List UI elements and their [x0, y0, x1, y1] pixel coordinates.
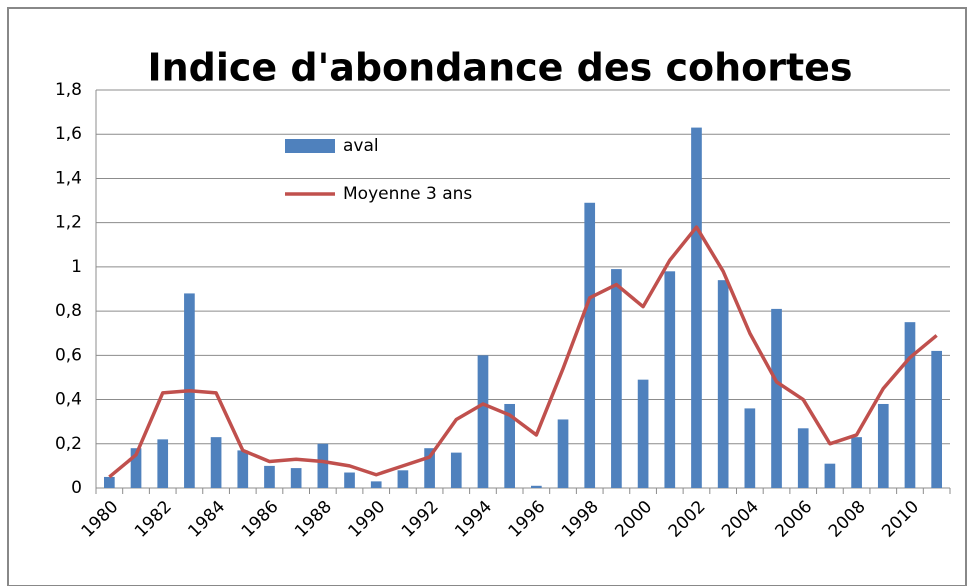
y-tick-label: 0,6 — [55, 345, 82, 365]
bar — [477, 355, 489, 488]
bar — [771, 308, 782, 488]
y-tick-label: 0,8 — [55, 301, 82, 321]
bar — [290, 468, 302, 488]
y-tick-label: 0 — [71, 478, 82, 498]
bar — [397, 470, 409, 488]
y-tick-label: 1 — [71, 257, 82, 277]
chart-title: Indice d'abondance des cohortes — [147, 46, 852, 90]
bar — [557, 419, 569, 488]
bar — [130, 448, 142, 488]
bar — [877, 403, 889, 488]
bar — [344, 472, 355, 488]
bar — [904, 322, 916, 488]
bar — [237, 450, 249, 488]
bar — [824, 463, 836, 488]
bar — [424, 448, 435, 488]
bar — [851, 437, 862, 488]
legend-label: Moyenne 3 ans — [343, 184, 472, 204]
bar — [797, 428, 809, 488]
bar — [664, 271, 676, 488]
bar — [504, 403, 515, 488]
bar — [584, 202, 596, 488]
y-tick-label: 1,8 — [55, 80, 82, 100]
bar — [370, 481, 382, 488]
line — [108, 225, 938, 479]
bar — [691, 127, 702, 488]
bar — [531, 485, 542, 488]
y-tick-label: 1,6 — [55, 124, 82, 144]
bar — [744, 408, 756, 488]
y-tick-label: 1,2 — [55, 213, 82, 233]
bar — [717, 280, 729, 488]
y-tick-label: 1,4 — [55, 168, 82, 188]
bar — [104, 476, 115, 488]
chart-frame — [7, 7, 967, 586]
bar — [931, 350, 942, 488]
bar — [157, 439, 169, 488]
y-tick-label: 0,2 — [55, 434, 82, 454]
bar — [264, 465, 275, 488]
bar — [637, 379, 649, 488]
bar — [450, 452, 462, 488]
bar — [210, 437, 222, 488]
legend-swatch — [285, 139, 335, 153]
bar — [611, 269, 622, 488]
y-tick-label: 0,4 — [55, 390, 82, 410]
bar — [317, 443, 329, 488]
legend-label: aval — [343, 136, 379, 156]
